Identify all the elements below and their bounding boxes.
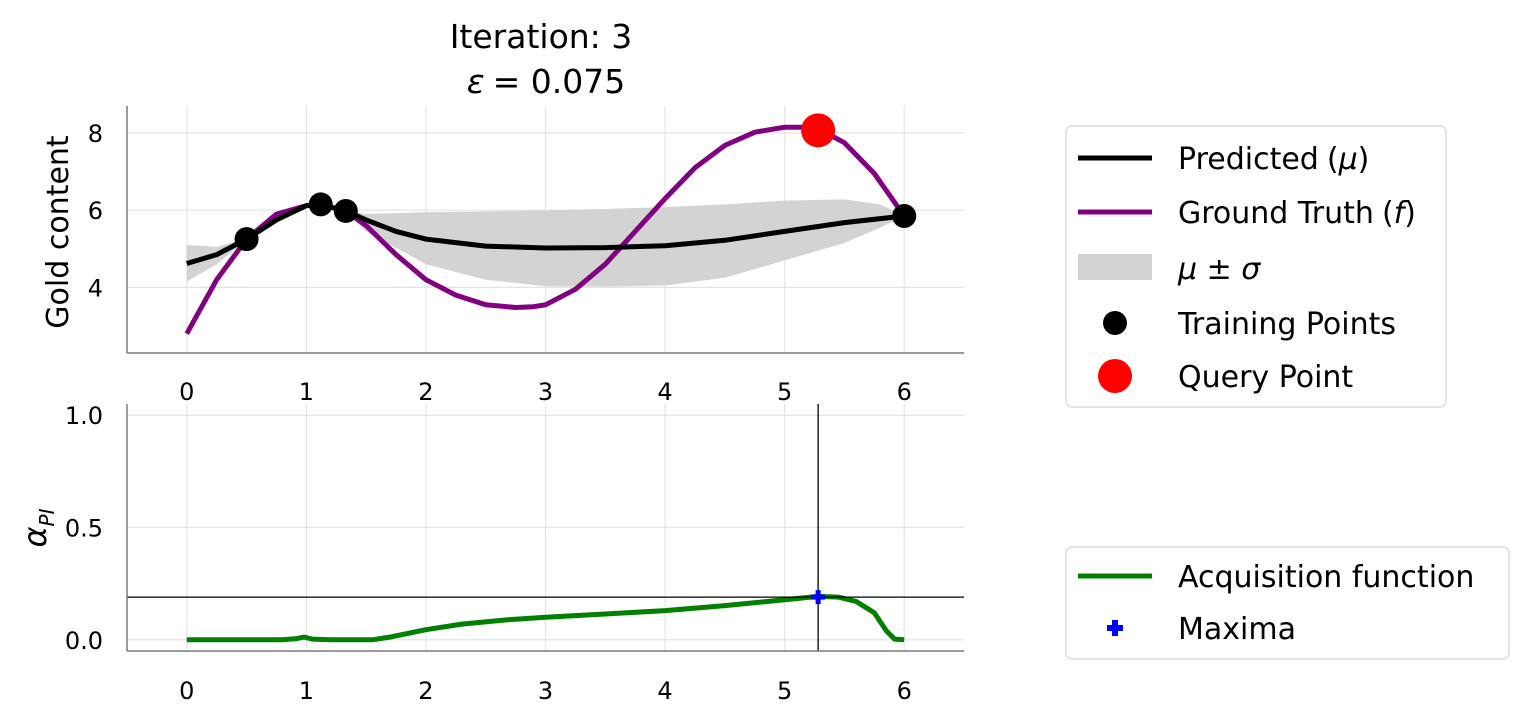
top-x-tick-label: 2 bbox=[418, 378, 433, 406]
top-x-tick-label: 4 bbox=[657, 378, 672, 406]
legend-ground-truth-label: Ground Truth (f) bbox=[1178, 196, 1416, 231]
top-y-tick-label: 8 bbox=[88, 120, 103, 148]
top-panel: Iteration: 3 ε = 0.075 0 1 2 3 4 5 6 4 6 8 Gold c… bbox=[41, 17, 964, 406]
alpha-subscript: PI bbox=[35, 508, 59, 526]
bottom-x-tick-label: 5 bbox=[777, 677, 792, 705]
bottom-x-tick-label: 3 bbox=[538, 677, 553, 705]
bottom-y-tick-label: 0.5 bbox=[65, 515, 103, 543]
alpha-symbol: α bbox=[16, 526, 54, 547]
bottom-x-tick-label: 4 bbox=[657, 677, 672, 705]
legend-bottom-frame bbox=[1065, 546, 1510, 660]
bottom-x-tick-label: 6 bbox=[897, 677, 912, 705]
top-y-axis-label: Gold content bbox=[41, 135, 76, 329]
legend-maxima-label: Maxima bbox=[1178, 612, 1296, 647]
legend-ground-truth-name: Ground Truth bbox=[1178, 196, 1374, 231]
legend-training-label: Training Points bbox=[1177, 307, 1396, 342]
legend-predicted-name: Predicted bbox=[1178, 142, 1319, 177]
legend-band-label: μ ± σ bbox=[1177, 252, 1261, 287]
predicted-line bbox=[186, 201, 905, 266]
top-x-tick-label: 6 bbox=[897, 378, 912, 406]
legend-query-marker bbox=[1098, 359, 1132, 393]
bottom-grid bbox=[127, 404, 964, 651]
legend-predicted-label: Predicted (μ) bbox=[1178, 142, 1369, 177]
top-x-tick-labels: 0 1 2 3 4 5 6 bbox=[179, 378, 912, 406]
legend-predicted-symbol: μ bbox=[1338, 142, 1358, 177]
bottom-series-lines bbox=[186, 593, 905, 643]
legend-maxima-marker bbox=[1107, 620, 1123, 636]
bottom-panel: 0 1 2 3 4 5 6 0.0 0.5 1.0 αPI bbox=[16, 402, 964, 705]
top-x-tick-label: 5 bbox=[777, 378, 792, 406]
bottom-y-tick-label: 1.0 bbox=[65, 402, 103, 430]
legend-bottom: Acquisition function Maxima bbox=[1065, 546, 1510, 660]
bottom-x-tick-label: 0 bbox=[179, 677, 194, 705]
legend-query-label: Query Point bbox=[1178, 360, 1353, 395]
bottom-y-axis-label: αPI bbox=[16, 508, 59, 547]
bottom-points bbox=[811, 590, 826, 605]
maxima-marker bbox=[811, 590, 826, 605]
bottom-y-tick-labels: 0.0 0.5 1.0 bbox=[65, 402, 103, 655]
training-point bbox=[333, 198, 358, 223]
bottom-x-tick-labels: 0 1 2 3 4 5 6 bbox=[179, 677, 912, 705]
bottom-y-tick-label: 0.0 bbox=[65, 627, 103, 655]
top-y-tick-labels: 4 6 8 bbox=[88, 120, 103, 302]
chart-title-line2: ε = 0.075 bbox=[467, 62, 625, 101]
training-point bbox=[892, 203, 917, 228]
top-y-tick-label: 6 bbox=[88, 197, 103, 225]
epsilon-value: = 0.075 bbox=[493, 62, 626, 101]
top-y-tick-label: 4 bbox=[88, 274, 103, 302]
legend-top: Predicted (μ) Ground Truth (f) μ ± σ Train… bbox=[1065, 125, 1447, 408]
legend-band-swatch bbox=[1078, 254, 1152, 280]
bottom-x-tick-label: 2 bbox=[418, 677, 433, 705]
training-point bbox=[234, 227, 259, 252]
legend-top-frame bbox=[1065, 125, 1447, 408]
legend-training-marker bbox=[1103, 311, 1127, 335]
chart-title-line1: Iteration: 3 bbox=[450, 17, 633, 56]
top-x-tick-label: 1 bbox=[299, 378, 314, 406]
legend-acquisition-label: Acquisition function bbox=[1178, 560, 1474, 595]
top-points bbox=[234, 113, 917, 252]
epsilon-symbol: ε bbox=[467, 62, 485, 101]
query-point bbox=[801, 113, 836, 148]
bottom-x-tick-label: 1 bbox=[299, 677, 314, 705]
top-x-tick-label: 3 bbox=[538, 378, 553, 406]
training-point bbox=[308, 192, 333, 217]
top-x-tick-label: 0 bbox=[179, 378, 194, 406]
acquisition-line bbox=[186, 593, 905, 643]
